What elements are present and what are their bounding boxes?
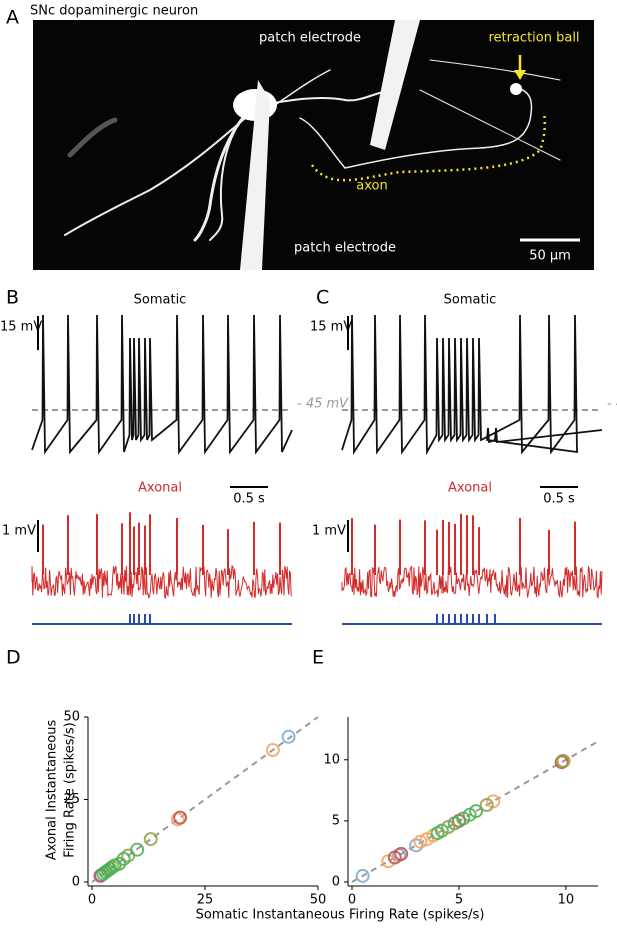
scale-label: 0.5 s — [543, 492, 575, 507]
x-tick-label: 0 — [348, 893, 356, 908]
y-tick-label: 0 — [332, 875, 340, 890]
axonal-noise — [31, 565, 292, 600]
y-axis-label: Axonal Instantaneous — [45, 720, 60, 861]
y-tick-label: 0 — [72, 875, 80, 890]
point — [469, 804, 484, 819]
point — [394, 846, 409, 861]
y-tick-label: 25 — [63, 792, 80, 807]
point — [355, 868, 370, 883]
scale-label: 1 mV — [2, 524, 36, 539]
retraction-ball — [510, 83, 522, 95]
scale-label: 50 μm — [529, 249, 571, 264]
panel-label: A — [6, 7, 19, 29]
x-tick-label: 50 — [310, 893, 327, 908]
point — [98, 865, 113, 880]
y-axis-label: Firing Rate (spikes/s) — [63, 722, 78, 857]
identity-line — [91, 716, 319, 883]
panel-label: D — [6, 647, 21, 669]
threshold-label: - 45 mV — [297, 397, 349, 412]
image-label: patch electrode — [294, 241, 396, 256]
image-label: patch electrode — [259, 31, 361, 46]
threshold-label: - 45 mV — [607, 397, 617, 412]
panel-title: SNc dopaminergic neuron — [30, 4, 198, 19]
panel-label: C — [316, 287, 329, 309]
x-tick-label: 25 — [197, 893, 214, 908]
point — [413, 834, 428, 849]
x-tick-label: 5 — [455, 893, 463, 908]
electrode — [370, 20, 420, 150]
point — [96, 866, 111, 881]
point — [441, 820, 456, 834]
point — [409, 838, 424, 853]
axon-trace — [310, 111, 547, 182]
somatic-trace — [341, 314, 603, 456]
micrograph — [33, 20, 594, 270]
x-tick-label: 10 — [558, 893, 575, 908]
x-axis-label: Somatic Instantaneous Firing Rate (spike… — [196, 908, 485, 923]
point — [555, 754, 570, 768]
neuron — [64, 59, 561, 242]
y-tick-label: 5 — [332, 813, 340, 828]
trace-title: Somatic — [134, 293, 187, 308]
point — [479, 798, 494, 812]
arrowhead — [514, 70, 526, 80]
point — [281, 729, 296, 744]
scale-label: 15 mV — [310, 320, 352, 335]
plots: D 0 25 50 0 25 50 E 0 5 10 0 5 10 — [6, 647, 599, 908]
panel-label: B — [6, 287, 19, 309]
y-tick-label: 50 — [63, 710, 80, 725]
x-tick-label: 0 — [88, 893, 96, 908]
electrode — [240, 80, 270, 270]
trace-title: Axonal — [138, 481, 182, 496]
point — [130, 842, 145, 857]
panel-label: E — [312, 647, 324, 669]
image-label: axon — [356, 179, 387, 194]
axonal-noise — [341, 565, 603, 599]
scale-label: 0.5 s — [233, 492, 265, 507]
trace-title: Axonal — [448, 481, 492, 496]
y-tick-label: 10 — [323, 752, 340, 767]
point — [170, 812, 185, 827]
somatic-trace — [31, 314, 293, 455]
point — [143, 832, 158, 847]
point — [265, 743, 280, 757]
trace-title: Somatic — [444, 293, 497, 308]
traces: B Somatic 15 mV - 45 mV 0.5 s Axonal 1 mV C Soma… — [0, 287, 617, 625]
image-label: retraction ball — [488, 31, 579, 46]
point — [173, 810, 188, 825]
scale-label: 15 mV — [0, 320, 42, 335]
scale-label: 1 mV — [312, 524, 346, 539]
